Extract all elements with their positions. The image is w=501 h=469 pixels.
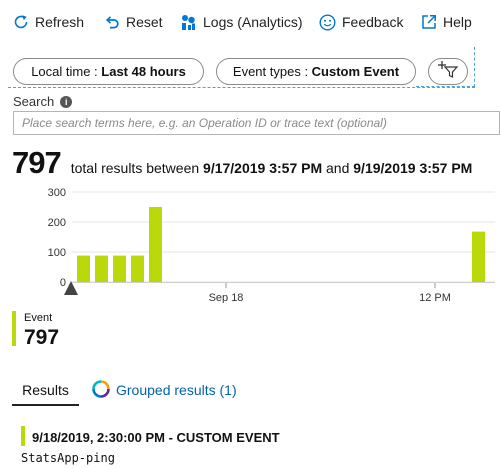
add-filter-button[interactable] <box>428 58 468 85</box>
y-tick-label: 300 <box>48 187 66 199</box>
tab-results[interactable]: Results <box>12 378 79 406</box>
chart-bar <box>77 255 90 282</box>
toolbar: Refresh Reset Logs (Analytics) Feedback … <box>0 0 501 44</box>
legend-series-count: 797 <box>24 326 60 349</box>
help-button[interactable]: Help <box>421 12 472 32</box>
chart-bar <box>113 255 126 282</box>
summary-start: 9/17/2019 3:57 PM <box>203 160 323 176</box>
grouped-results-icon <box>92 379 116 401</box>
legend-color-bar <box>12 311 16 346</box>
filter-bar: Local time : Last 48 hours Event types :… <box>0 47 501 91</box>
reset-label: Reset <box>126 14 163 30</box>
refresh-button[interactable]: Refresh <box>13 12 84 32</box>
range-start-marker[interactable] <box>64 281 78 295</box>
time-range-filter[interactable]: Local time : Last 48 hours <box>13 58 204 85</box>
event-types-filter[interactable]: Event types : Custom Event <box>216 58 416 85</box>
time-range-value: Last 48 hours <box>101 64 186 79</box>
filter-drop-zone-border <box>416 47 475 87</box>
search-label-text: Search <box>13 94 55 109</box>
x-tick-label: 12 PM <box>419 292 451 303</box>
external-link-icon <box>421 14 437 30</box>
logs-analytics-label: Logs (Analytics) <box>203 14 303 30</box>
time-range-prefix: Local time : <box>31 64 102 79</box>
feedback-label: Feedback <box>342 14 404 30</box>
feedback-button[interactable]: Feedback <box>319 12 403 32</box>
total-count: 797 <box>12 145 62 180</box>
y-tick-label: 0 <box>60 277 66 289</box>
y-tick-label: 100 <box>48 247 66 259</box>
summary-prefix: total results between <box>70 160 200 176</box>
help-label: Help <box>443 14 472 30</box>
info-icon[interactable]: i <box>60 95 73 108</box>
refresh-icon <box>13 14 29 30</box>
event-types-prefix: Event types : <box>232 64 312 79</box>
result-body: StatsApp-ping <box>21 451 115 465</box>
tab-grouped-results[interactable]: Grouped results (1) <box>92 378 237 402</box>
smiley-icon <box>319 13 336 31</box>
add-filter-icon <box>437 60 459 83</box>
result-type-bar <box>21 426 25 446</box>
refresh-label: Refresh <box>35 14 85 30</box>
results-summary: 797 total results between 9/17/2019 3:57… <box>12 145 472 181</box>
event-types-value: Custom Event <box>311 64 400 79</box>
summary-end: 9/19/2019 3:57 PM <box>353 160 473 176</box>
summary-and: and <box>326 160 350 176</box>
chart-bar <box>149 207 162 282</box>
filter-drop-zone-bottom <box>8 87 475 88</box>
search-input[interactable] <box>13 111 500 135</box>
reset-button[interactable]: Reset <box>104 12 163 32</box>
logs-analytics-icon <box>180 14 197 31</box>
x-tick-label: Sep 18 <box>209 292 244 303</box>
legend-series-name: Event <box>24 312 53 324</box>
y-tick-label: 200 <box>48 217 66 229</box>
summary-text: total results between 9/17/2019 3:57 PM … <box>71 160 473 176</box>
chart-bar <box>472 231 485 282</box>
result-item[interactable]: 9/18/2019, 2:30:00 PM - CUSTOM EVENT Sta… <box>21 426 491 468</box>
logs-analytics-button[interactable]: Logs (Analytics) <box>180 12 303 32</box>
event-histogram-chart: 300 200 100 0 Sep 18 12 PM <box>48 187 495 303</box>
results-tabs: Results Grouped results (1) <box>12 378 501 408</box>
result-title: 9/18/2019, 2:30:00 PM - CUSTOM EVENT <box>32 430 280 445</box>
reset-icon <box>104 14 120 30</box>
grouped-results-label: Grouped results (1) <box>116 382 237 398</box>
search-label: Search i <box>13 94 73 109</box>
chart-bar <box>131 255 144 282</box>
chart-bar <box>95 255 108 282</box>
